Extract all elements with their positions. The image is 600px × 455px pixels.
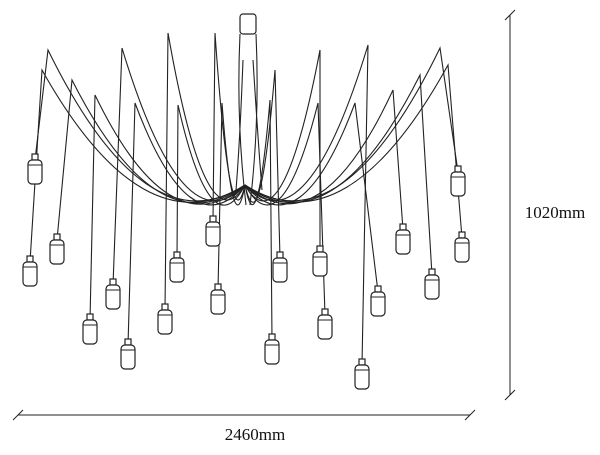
width-label: 2460mm <box>225 425 285 444</box>
width-dimension <box>12 409 476 421</box>
canopy <box>235 13 263 206</box>
wires <box>29 32 463 366</box>
height-label: 1020mm <box>525 203 585 222</box>
height-dimension <box>504 9 516 401</box>
